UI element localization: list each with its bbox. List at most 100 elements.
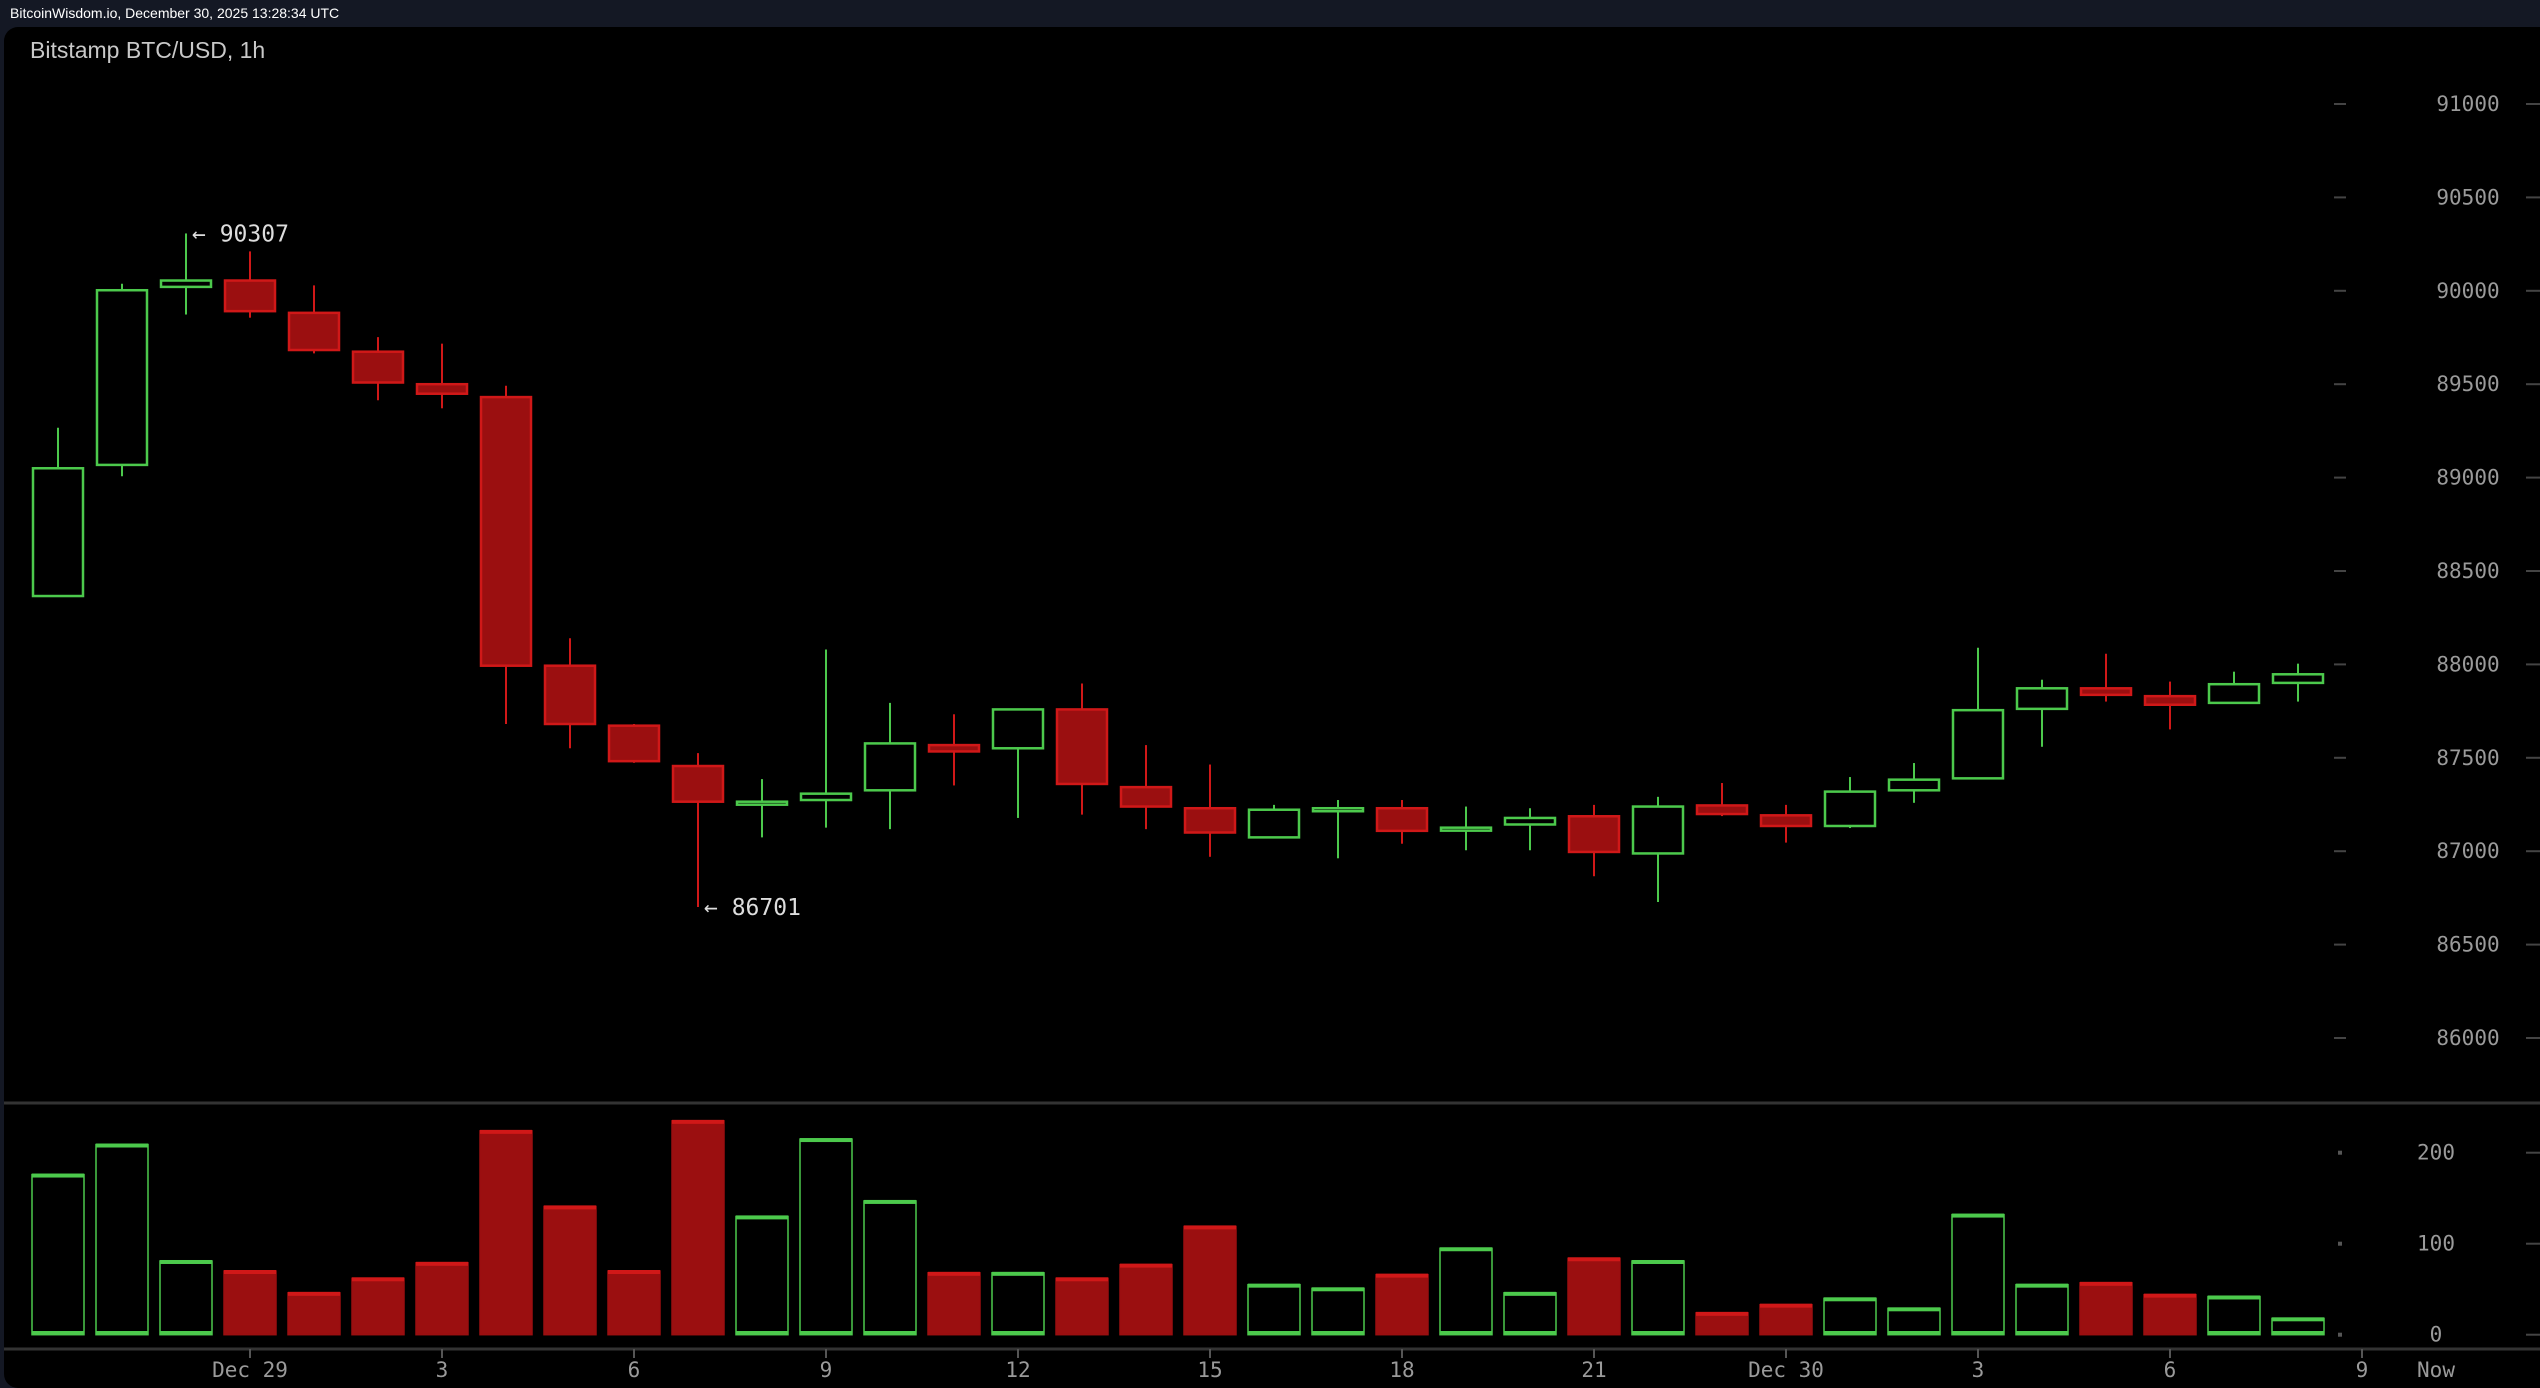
volume-bar — [863, 1200, 917, 1336]
volume-bar-cap — [96, 1143, 148, 1148]
candle — [1823, 777, 1877, 829]
volume-bar-cap — [864, 1199, 916, 1204]
volume-bar-cap — [1248, 1283, 1300, 1288]
candle-body — [1695, 804, 1749, 816]
candlestick-chart[interactable]: 86000 86500 87000 87500 88000 88500 89000 89500… — [4, 27, 2540, 1388]
candle — [607, 723, 661, 763]
candle-body — [799, 792, 853, 802]
volume-bar-cap — [2272, 1317, 2324, 1322]
volume-tick-mark — [2338, 1150, 2342, 1155]
time-tick-label: Dec 29 — [212, 1358, 288, 1382]
volume-bar-cap — [1632, 1259, 1684, 1264]
time-tick-label: 6 — [628, 1358, 641, 1382]
candle — [95, 283, 149, 477]
candle-body — [991, 708, 1045, 750]
volume-bar-base — [1504, 1331, 1556, 1335]
price-tick-label: 91000 — [2436, 92, 2499, 116]
volume-bar-cap — [416, 1261, 468, 1266]
volume-bar — [1887, 1307, 1941, 1336]
volume-bar-cap — [2208, 1295, 2260, 1300]
candle-body — [1439, 826, 1493, 832]
volume-bar — [1503, 1292, 1557, 1336]
candle — [2143, 681, 2197, 730]
volume-bar-base — [1952, 1331, 2004, 1335]
volume-bar — [543, 1205, 597, 1336]
chart-title: Bitstamp BTC/USD, 1h — [30, 37, 266, 63]
candle-body — [479, 395, 533, 667]
candle — [671, 753, 725, 908]
volume-bar-base — [1312, 1331, 1364, 1335]
volume-bar — [1695, 1312, 1749, 1336]
price-tick-label: 86500 — [2436, 933, 2499, 957]
volume-bar-base — [1824, 1331, 1876, 1335]
volume-bar-cap — [2016, 1283, 2068, 1288]
price-annotation: ← 86701 — [704, 895, 801, 921]
candle-body — [543, 664, 597, 726]
candle-body — [1311, 806, 1365, 813]
volume-bar — [1247, 1283, 1301, 1336]
volume-bar-cap — [1504, 1291, 1556, 1296]
volume-bar — [287, 1292, 341, 1336]
candle — [927, 714, 981, 786]
volume-bar — [1567, 1257, 1621, 1336]
volume-bar-cap — [1760, 1303, 1812, 1308]
volume-bar — [1823, 1297, 1877, 1336]
candle-body — [1055, 708, 1109, 786]
volume-bar-cap — [288, 1291, 340, 1296]
candle — [1183, 764, 1237, 857]
volume-bar — [607, 1270, 661, 1336]
time-tick-label: 6 — [2164, 1358, 2177, 1382]
volume-bar-cap — [1056, 1277, 1108, 1282]
candle-body — [2271, 673, 2325, 685]
candle-body — [1247, 808, 1301, 839]
price-annotation: ← 90307 — [192, 221, 289, 247]
volume-bar-base — [2016, 1331, 2068, 1335]
price-tick-label: 90500 — [2436, 185, 2499, 209]
candle — [1311, 800, 1365, 859]
volume-bar-cap — [32, 1173, 84, 1178]
candle — [479, 385, 533, 724]
candle-body — [927, 743, 981, 753]
volume-bar-base — [2272, 1331, 2324, 1335]
volume-bar — [1759, 1303, 1813, 1336]
volume-bar — [2015, 1283, 2069, 1336]
volume-bar — [351, 1277, 405, 1336]
volume-bar-cap — [672, 1119, 724, 1124]
candle-body — [159, 279, 213, 289]
time-tick-label: 15 — [1197, 1358, 1222, 1382]
volume-bar-base — [864, 1331, 916, 1335]
chart-panel[interactable]: 86000 86500 87000 87500 88000 88500 89000 89500… — [4, 27, 2540, 1388]
volume-bar — [159, 1260, 213, 1336]
price-tick-label: 90000 — [2436, 279, 2499, 303]
volume-bar-base — [160, 1331, 212, 1335]
time-tick-label: 12 — [1005, 1358, 1030, 1382]
volume-bar-cap — [1120, 1263, 1172, 1268]
candle — [543, 638, 597, 749]
volume-bar — [1951, 1213, 2005, 1336]
candle-body — [1759, 814, 1813, 828]
time-tick-label: 3 — [1972, 1358, 1985, 1382]
candle — [1631, 796, 1685, 903]
volume-bar-cap — [608, 1270, 660, 1274]
volume-bar — [799, 1138, 853, 1336]
volume-bar-cap — [1824, 1297, 1876, 1302]
candle-body — [1119, 785, 1173, 808]
volume-bar — [1631, 1260, 1685, 1336]
volume-bar — [1055, 1277, 1109, 1336]
candle — [1055, 683, 1109, 815]
candle-body — [2015, 687, 2069, 711]
volume-bar — [1311, 1287, 1365, 1336]
candle-body — [1887, 778, 1941, 792]
candle — [287, 285, 341, 354]
candle-body — [863, 742, 917, 792]
volume-bar-cap — [1184, 1225, 1236, 1230]
volume-bar-cap — [160, 1259, 212, 1264]
time-tick-label: 9 — [820, 1358, 833, 1382]
candle-body — [1951, 708, 2005, 780]
volume-bar — [1119, 1263, 1173, 1336]
volume-bar-cap — [224, 1270, 276, 1274]
price-tick-label: 88500 — [2436, 559, 2499, 583]
volume-bar-cap — [1888, 1307, 1940, 1312]
candle-body — [287, 311, 341, 352]
price-tick-label: 87500 — [2436, 746, 2499, 770]
